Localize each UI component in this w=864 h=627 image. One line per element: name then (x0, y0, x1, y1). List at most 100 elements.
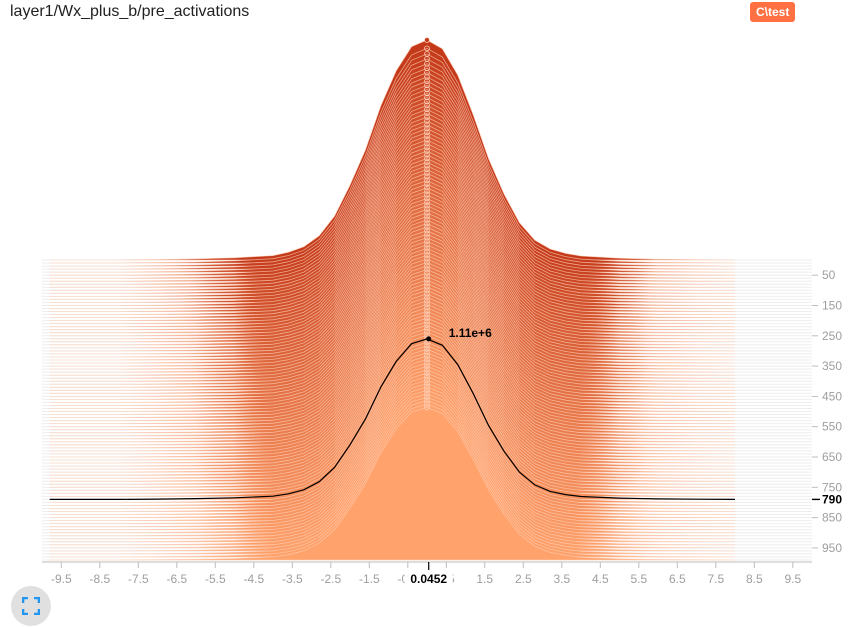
ridge-peak-marker (424, 373, 430, 380)
ridge-peak-marker (424, 231, 430, 238)
ridge-peak-marker (424, 294, 430, 301)
ridge-peak-marker (424, 322, 430, 328)
ridge-peak-marker (424, 90, 430, 97)
x-tick-label: -6.5 (166, 572, 187, 586)
ridge-peak-marker (424, 188, 430, 195)
histogram-ridge (49, 406, 736, 561)
ridge-peak-marker (424, 384, 430, 390)
ridge-peak-marker (424, 78, 430, 84)
ridge-peak-marker (424, 360, 430, 366)
x-tick-label: 4.5 (592, 572, 609, 586)
ridge-peak-marker (424, 404, 430, 411)
x-tick-label: -5.5 (205, 572, 226, 586)
ridge-peak-marker (424, 287, 430, 294)
x-tick-label: 7.5 (707, 572, 724, 586)
x-tick-label: -2.5 (320, 572, 341, 586)
ridge-peak-marker (424, 252, 430, 259)
x-tick-label: 9.5 (784, 572, 801, 586)
histogram-ridges (49, 37, 736, 561)
step-tick-label: 650 (822, 450, 842, 464)
ridge-peak-marker (424, 69, 430, 76)
ridge-peak-marker (424, 181, 430, 187)
ridge-peak-marker (424, 397, 430, 404)
ridge-peak-marker (424, 202, 430, 209)
ridge-peak-marker (424, 266, 430, 273)
ridge-peak-marker (424, 298, 430, 304)
x-tick-label: -8.5 (89, 572, 110, 586)
ridge-peak-marker (424, 238, 430, 245)
run-badge[interactable]: C\test (750, 2, 796, 22)
ridge-peak-marker (424, 65, 430, 71)
ridge-peak-marker (424, 394, 430, 401)
ridge-peak-marker (424, 159, 430, 166)
fullscreen-icon (22, 597, 40, 615)
ridge-peak-marker (424, 259, 430, 266)
x-tick-label: 8.5 (746, 572, 763, 586)
ridge-peak-marker (424, 227, 430, 234)
ridge-peak-marker (424, 98, 430, 105)
ridge-peak-marker (424, 140, 430, 147)
ridge-peak-marker (424, 152, 430, 158)
step-tick-label: 150 (822, 299, 842, 313)
x-axis: -9.5-8.5-7.5-6.5-5.5-4.5-3.5-2.5-1.5-0.5… (42, 561, 812, 587)
ridge-peak-marker (424, 256, 430, 262)
ridge-peak-marker (424, 390, 430, 397)
hover-overlay: 1.11e+6 (49, 326, 736, 500)
step-tick-label: 50 (822, 268, 836, 282)
x-tick-label: -4.5 (243, 572, 264, 586)
ridge-peak-marker (424, 163, 430, 169)
ridge-peak-marker (424, 45, 430, 52)
ridge-peak-marker (424, 245, 430, 252)
ridge-peak-marker (424, 106, 430, 113)
ridge-peak-marker (424, 353, 430, 359)
x-tick-label: 1.5 (476, 572, 493, 586)
hover-count-label: 1.11e+6 (449, 326, 492, 340)
ridge-peak-marker (424, 380, 430, 387)
ridge-peak-marker (424, 86, 430, 93)
x-tick-label: -1.5 (359, 572, 380, 586)
ridge-peak-marker (424, 148, 430, 154)
ridge-peak-marker (424, 118, 430, 124)
step-tick-label: 450 (822, 389, 842, 403)
ridge-peak-marker (424, 235, 430, 241)
ridge-peak-marker (424, 325, 430, 332)
step-axis: 50 150 250 350 450 550 650 750 850 950 790 (812, 268, 856, 555)
ridge-peak-marker (424, 195, 430, 202)
ridge-peak-marker (424, 192, 430, 198)
ridge-peak-marker (424, 110, 430, 116)
ridge-peak-marker (424, 284, 430, 290)
ridge-peak-marker (424, 249, 430, 255)
ridge-peak-marker (424, 329, 430, 335)
ridge-peak-marker (424, 114, 430, 120)
step-tick-label: 550 (822, 420, 842, 434)
ridge-peak-marker (424, 206, 430, 213)
fullscreen-button[interactable] (11, 586, 51, 626)
x-tick-label: -9.5 (51, 572, 72, 586)
hover-step-label: 790 (822, 492, 842, 506)
ridge-peak-marker (424, 74, 430, 80)
ridge-peak-marker (424, 273, 430, 280)
ridge-peak-marker (424, 315, 430, 322)
ridge-peak-marker (424, 199, 430, 205)
ridge-peak-marker (424, 346, 430, 353)
hover-x-label: 0.0452 (410, 572, 447, 586)
ridge-peak-marker (424, 242, 430, 248)
ridge-peak-marker (424, 155, 430, 162)
ridge-peak-marker (424, 213, 430, 220)
ridge-peak-marker (424, 366, 430, 373)
ridge-peak-marker (424, 122, 430, 128)
step-tick-label: 350 (822, 359, 842, 373)
ridge-peak-marker (424, 166, 430, 173)
x-tick-label: 3.5 (553, 572, 570, 586)
ridge-peak-marker (424, 387, 430, 394)
chart-title: layer1/Wx_plus_b/pre_activations (10, 3, 250, 20)
ridge-peak-marker (424, 133, 430, 139)
ridge-peak-marker (424, 224, 430, 230)
ridge-peak-marker (424, 363, 430, 370)
x-tick-label: -7.5 (128, 572, 149, 586)
x-tick-label: -3.5 (282, 572, 303, 586)
ridge-peak-marker (424, 377, 430, 383)
step-tick-label: 250 (822, 329, 842, 343)
ridge-peak-marker (424, 370, 430, 377)
